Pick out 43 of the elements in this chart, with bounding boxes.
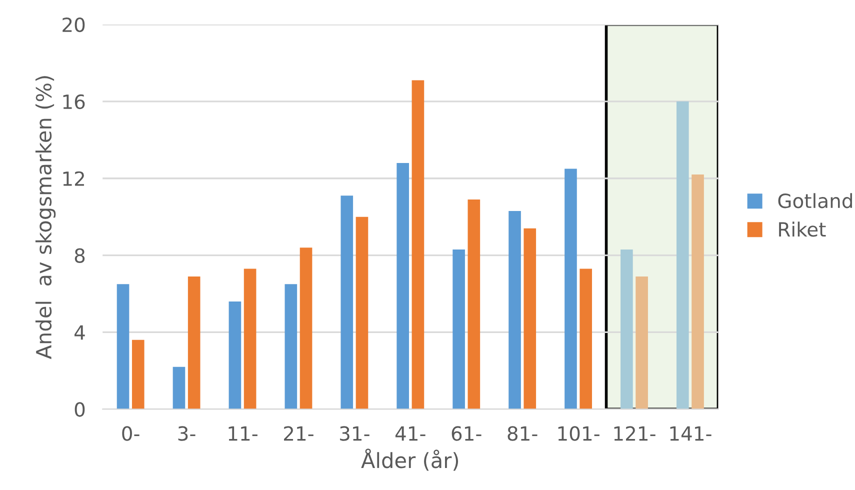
legend-label: Riket [779,222,826,237]
bar [228,301,242,410]
bar [508,211,521,410]
bar [340,196,354,410]
y-tick-label: 4 [74,325,85,340]
bar [676,101,689,410]
y-tick-label: 0 [74,402,85,417]
bar [284,284,298,410]
bar [468,200,480,410]
x-tick-label: 121- [614,426,656,441]
bar [300,248,312,410]
y-tick-label: 20 [62,17,85,32]
x-tick-label: 31- [340,426,370,441]
bar [620,250,633,410]
x-tick-label: 101- [558,426,600,441]
bar [132,340,144,410]
legend-label: Gotland [778,193,852,208]
y-tick-label: 16 [63,94,85,110]
x-tick-label: 141- [670,426,712,441]
bar [692,174,704,410]
bar [412,80,424,410]
bar [244,268,256,410]
y-tick-label: 12 [63,171,84,186]
x-tick-label: 0- [122,426,140,441]
x-tick-label: 11- [228,426,258,441]
bar [356,216,368,410]
bar [452,250,465,410]
x-tick-label: 3- [178,426,196,441]
x-tick-label: 81- [508,426,538,441]
bar [116,284,130,410]
x-tick-label: 41- [395,426,426,441]
x-axis-title: Ålder (år) [361,448,458,471]
bar [172,366,186,410]
y-axis-title: Andel av skogsmarken (%) [35,76,56,360]
bar [396,162,409,410]
bar [580,268,592,410]
bar [564,168,577,410]
y-tick-label: 8 [74,248,85,263]
bar [524,228,536,410]
x-tick-label: 61- [452,426,482,441]
x-tick-label: 21- [284,426,314,441]
bar [636,276,648,410]
bar [188,276,200,410]
